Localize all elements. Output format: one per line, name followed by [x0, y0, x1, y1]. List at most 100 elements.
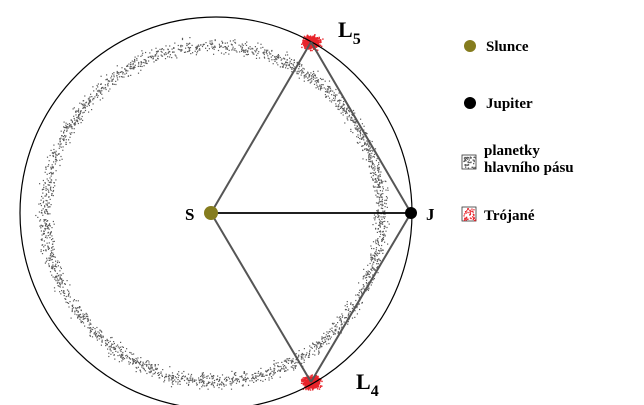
speckle-dot	[273, 367, 275, 369]
speckle-dot	[335, 330, 337, 332]
speckle-dot	[285, 65, 287, 67]
speckle-dot	[341, 106, 343, 108]
speckle-dot	[92, 326, 94, 329]
speckle-dot	[59, 145, 61, 147]
speckle-dot	[47, 245, 49, 247]
speckle-dot	[35, 214, 37, 217]
speckle-dot	[242, 379, 244, 381]
speckle-dot	[333, 100, 335, 102]
speckle-dot	[318, 348, 320, 350]
speckle-dot	[195, 46, 197, 48]
speckle-dot	[366, 149, 368, 151]
speckle-dot	[374, 252, 376, 254]
speckle-dot	[250, 48, 252, 50]
speckle-dot	[165, 45, 167, 47]
speckle-dot	[470, 210, 472, 212]
speckle-dot	[100, 344, 102, 346]
speckle-dot	[60, 143, 62, 145]
speckle-dot	[211, 383, 213, 385]
speckle-dot	[115, 83, 117, 86]
speckle-dot	[188, 48, 190, 50]
speckle-dot	[370, 258, 372, 260]
speckle-dot	[42, 225, 44, 228]
speckle-dot	[62, 279, 64, 282]
speckle-dot	[304, 381, 306, 383]
speckle-dot	[385, 189, 387, 191]
speckle-dot	[374, 178, 376, 180]
speckle-dot	[334, 325, 336, 328]
speckle-dot	[352, 132, 354, 134]
speckle-dot	[52, 190, 54, 193]
speckle-dot	[174, 54, 176, 56]
speckle-dot	[329, 338, 331, 340]
speckle-dot	[258, 57, 261, 59]
speckle-dot	[340, 318, 342, 320]
speckle-dot	[259, 373, 261, 375]
speckle-dot	[151, 368, 153, 370]
speckle-dot	[475, 219, 477, 221]
legend-trojans-marker	[461, 206, 477, 222]
speckle-dot	[214, 39, 216, 41]
speckle-dot	[171, 374, 174, 377]
speckle-dot	[311, 383, 314, 386]
speckle-dot	[384, 234, 386, 236]
speckle-dot	[63, 132, 65, 134]
speckle-dot	[295, 353, 297, 355]
speckle-dot	[308, 74, 311, 76]
speckle-dot	[379, 250, 381, 252]
speckle-dot	[318, 341, 321, 343]
speckle-dot	[381, 223, 383, 225]
speckle-dot	[334, 330, 336, 332]
speckle-dot	[368, 143, 370, 145]
speckle-dot	[125, 355, 127, 357]
speckle-dot	[110, 353, 112, 355]
speckle-dot	[378, 216, 380, 218]
speckle-dot	[66, 302, 69, 304]
speckle-dot	[321, 45, 323, 48]
speckle-dot	[361, 123, 363, 125]
speckle-dot	[315, 87, 317, 89]
speckle-dot	[313, 43, 315, 46]
speckle-dot	[303, 43, 306, 46]
speckle-dot	[236, 380, 238, 382]
speckle-dot	[382, 238, 385, 241]
speckle-dot	[362, 278, 364, 280]
speckle-dot	[359, 131, 362, 133]
speckle-dot	[293, 59, 295, 61]
speckle-dot	[469, 209, 471, 211]
speckle-dot	[70, 317, 72, 319]
speckle-dot	[372, 258, 374, 260]
speckle-dot	[110, 345, 112, 347]
speckle-dot	[106, 340, 108, 342]
speckle-dot	[225, 52, 227, 54]
speckle-dot	[256, 47, 258, 50]
speckle-dot	[209, 381, 211, 383]
speckle-dot	[323, 87, 325, 89]
speckle-dot	[148, 371, 150, 373]
speckle-dot	[48, 191, 50, 193]
speckle-dot	[270, 53, 272, 55]
speckle-dot	[381, 240, 383, 242]
speckle-dot	[315, 46, 318, 48]
speckle-dot	[83, 318, 85, 320]
speckle-dot	[362, 149, 364, 152]
speckle-dot	[142, 364, 144, 366]
speckle-dot	[366, 279, 368, 281]
speckle-dot	[131, 67, 133, 69]
speckle-dot	[177, 373, 179, 375]
speckle-dot	[221, 388, 223, 390]
speckle-dot	[357, 142, 359, 144]
speckle-dot	[465, 219, 467, 221]
speckle-dot	[327, 89, 329, 91]
speckle-dot	[50, 168, 52, 170]
speckle-dot	[52, 276, 54, 278]
speckle-dot	[344, 317, 347, 319]
speckle-dot	[194, 380, 196, 382]
speckle-dot	[44, 219, 46, 221]
speckle-dot	[331, 322, 334, 324]
speckle-dot	[91, 336, 94, 338]
speckle-dot	[266, 374, 268, 376]
speckle-dot	[317, 79, 319, 81]
speckle-dot	[159, 48, 161, 50]
